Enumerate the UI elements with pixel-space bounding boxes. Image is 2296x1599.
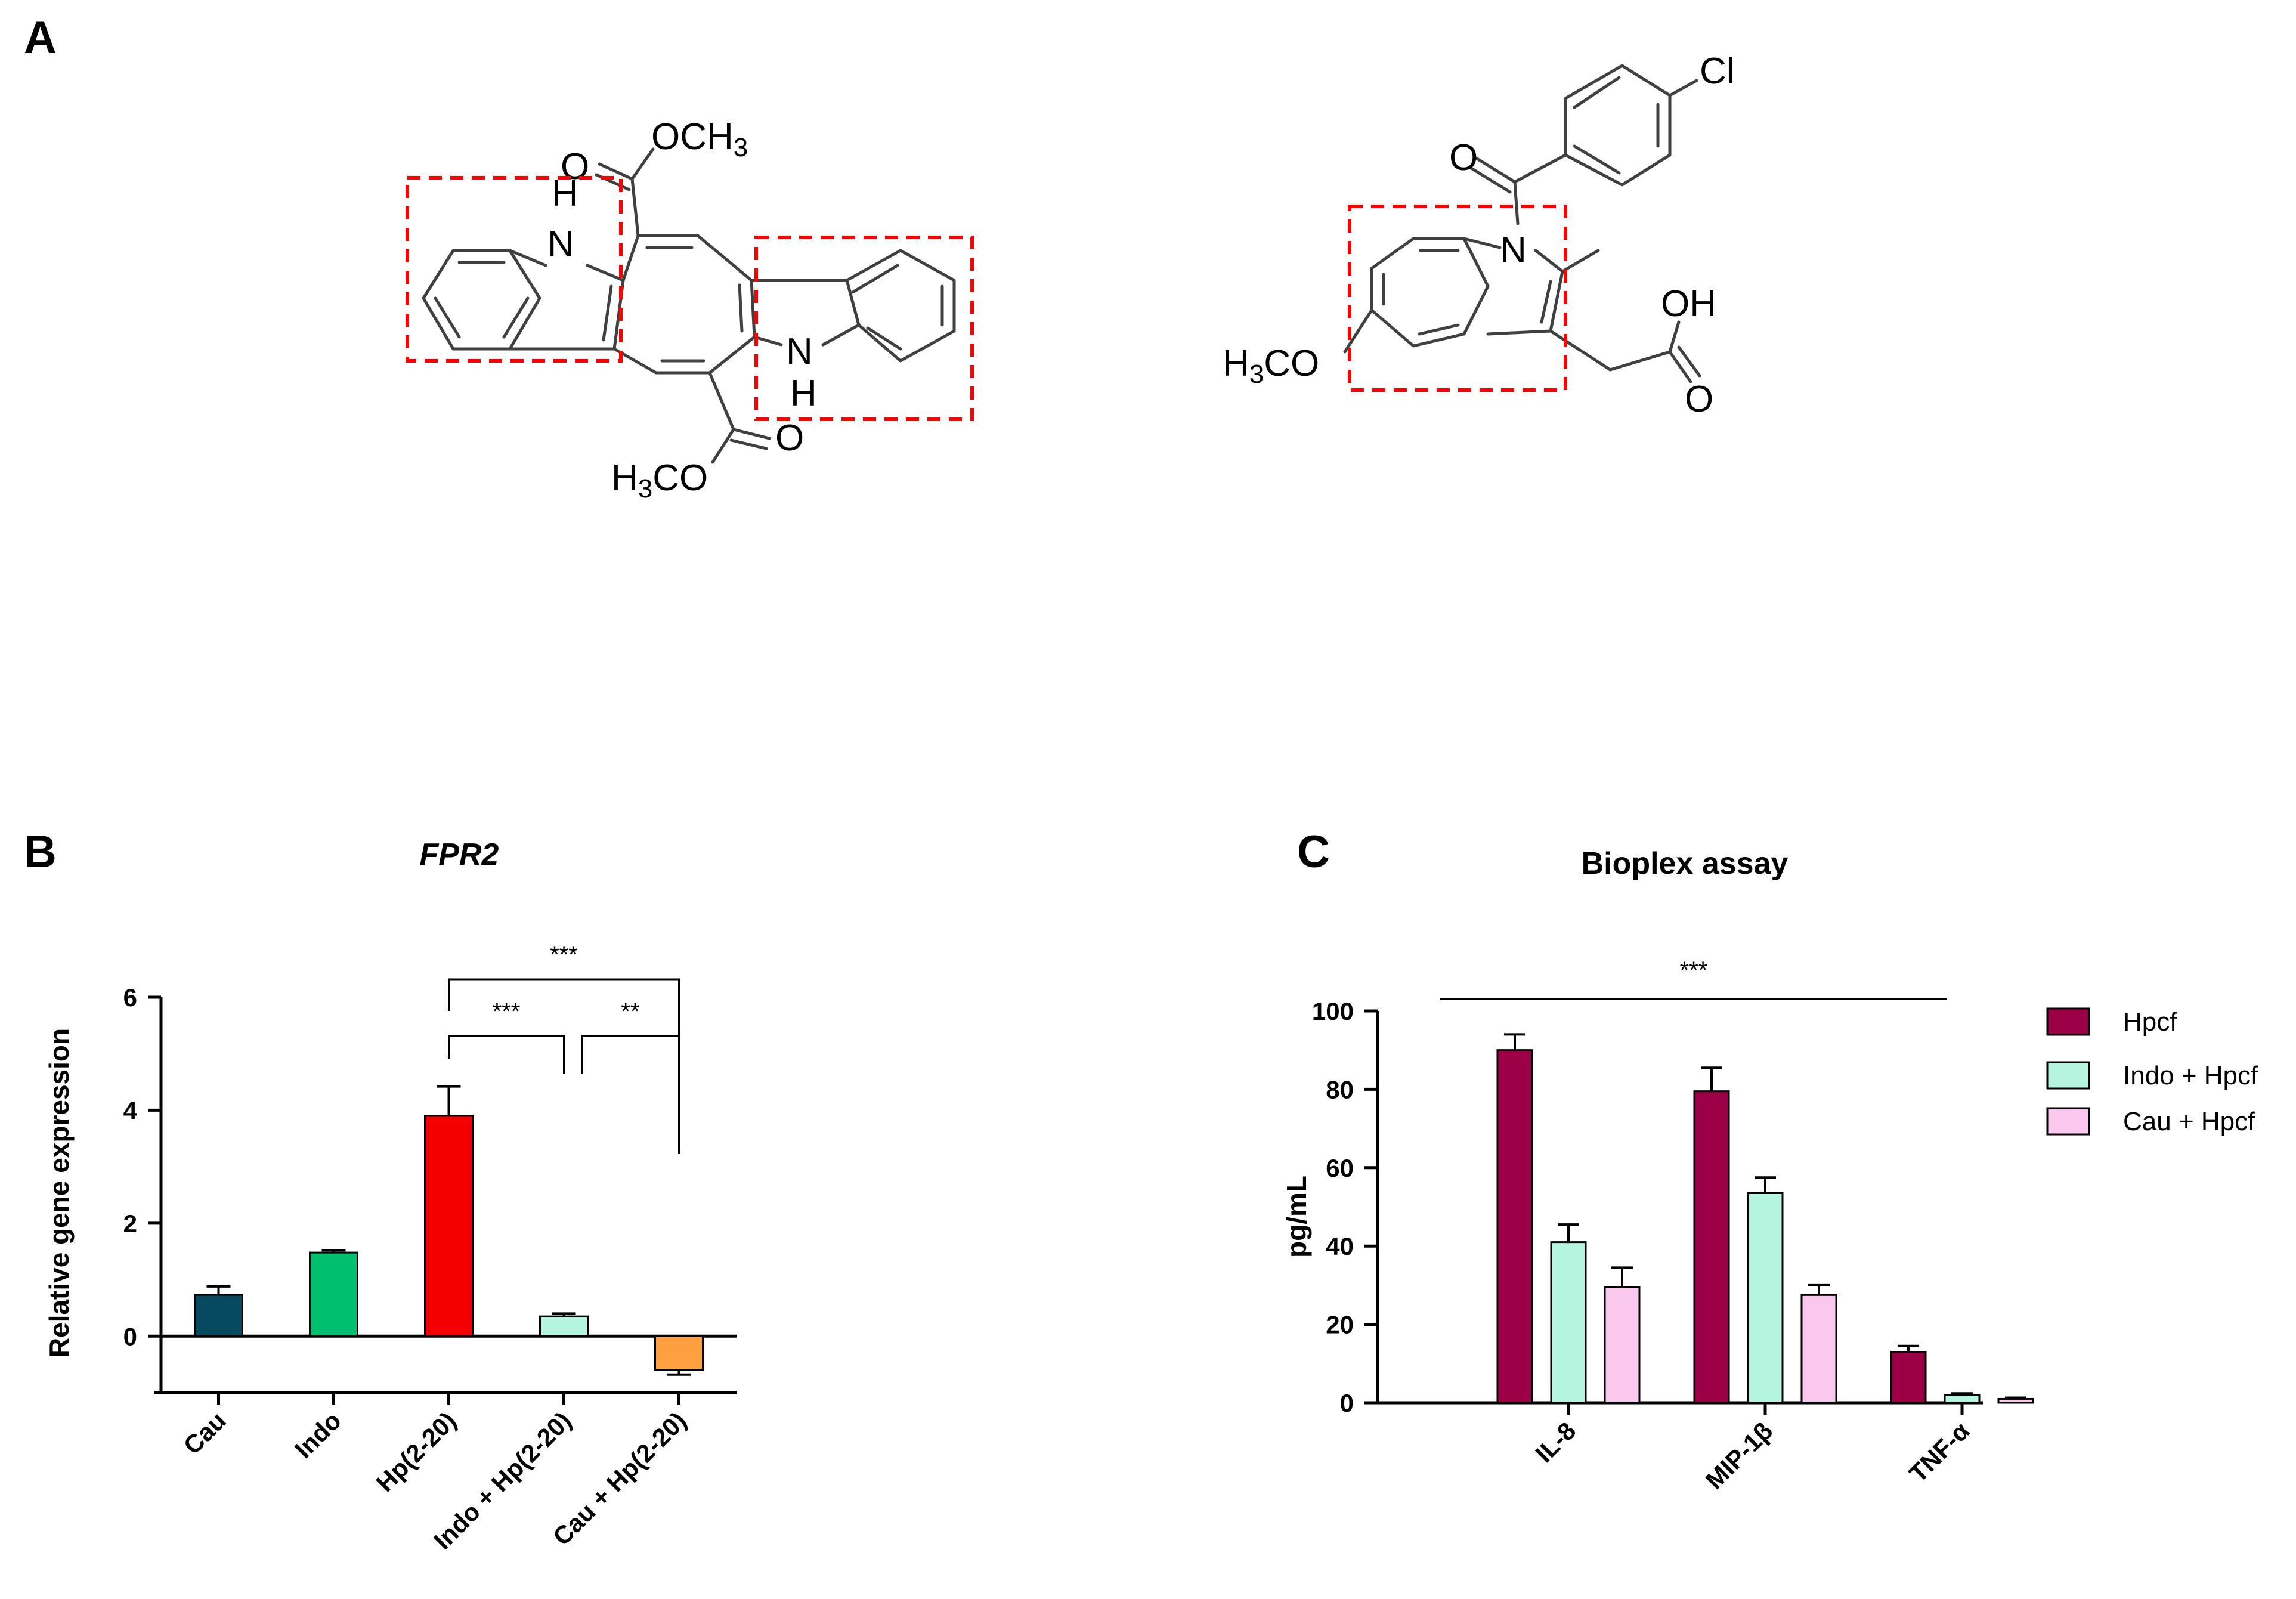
- category-label: Cau: [178, 1406, 231, 1459]
- panel-label-a: A: [24, 13, 57, 63]
- bar: [194, 1294, 243, 1337]
- caulerpin-h3co-bottom: H3CO: [611, 457, 708, 503]
- panel-label-b: B: [24, 827, 57, 877]
- category-label: Indo: [289, 1406, 346, 1464]
- y-tick-label: 4: [123, 1096, 138, 1124]
- bar: [424, 1115, 474, 1337]
- indomethacin-structure: Cl O N OH O H3CO: [1223, 51, 1735, 420]
- bar: [309, 1251, 358, 1337]
- chart-title: FPR2: [420, 837, 499, 872]
- indomethacin-o-carbonyl: O: [1449, 137, 1478, 178]
- y-tick-label: 6: [123, 983, 137, 1012]
- panel-label-c: C: [1297, 827, 1330, 877]
- significance-bracket-2-label: ***: [493, 998, 521, 1025]
- indomethacin-oh: OH: [1661, 283, 1716, 324]
- indomethacin-cl: Cl: [1700, 51, 1735, 92]
- indomethacin-n: N: [1500, 230, 1527, 271]
- caulerpin-h-bottom: H: [790, 373, 817, 414]
- y-tick-label: 2: [123, 1210, 137, 1238]
- caulerpin-indole-box-right: [754, 236, 974, 421]
- caulerpin-n-bottom: N: [786, 331, 813, 372]
- indomethacin-indole-box: [1348, 205, 1567, 392]
- chemical-structures: H N N H O OCH3 O H3CO: [406, 51, 1735, 503]
- y-tick-label: 0: [123, 1322, 137, 1350]
- indomethacin-o-acid: O: [1685, 379, 1713, 420]
- significance-bracket-2: [448, 1035, 565, 1074]
- y-axis-label: Relative gene expression: [44, 1028, 75, 1357]
- category-label: Hp(2-20): [371, 1406, 462, 1497]
- caulerpin-n-top: N: [547, 224, 574, 265]
- caulerpin-h-top: H: [552, 173, 578, 214]
- bar: [539, 1315, 589, 1337]
- significance-bracket-3: [581, 1035, 680, 1074]
- significance-bracket-3-label: **: [621, 998, 639, 1025]
- caulerpin-structure: H N N H O OCH3 O H3CO: [406, 116, 974, 503]
- indomethacin-h3co: H3CO: [1223, 343, 1319, 389]
- caulerpin-och3-top: OCH3: [651, 116, 748, 162]
- caulerpin-o-bottom: O: [775, 417, 804, 459]
- caulerpin-indole-box-left: [406, 176, 623, 363]
- caulerpin-o-top: O: [561, 146, 589, 187]
- significance-bracket-1-label: ***: [550, 942, 578, 968]
- bar: [654, 1335, 704, 1371]
